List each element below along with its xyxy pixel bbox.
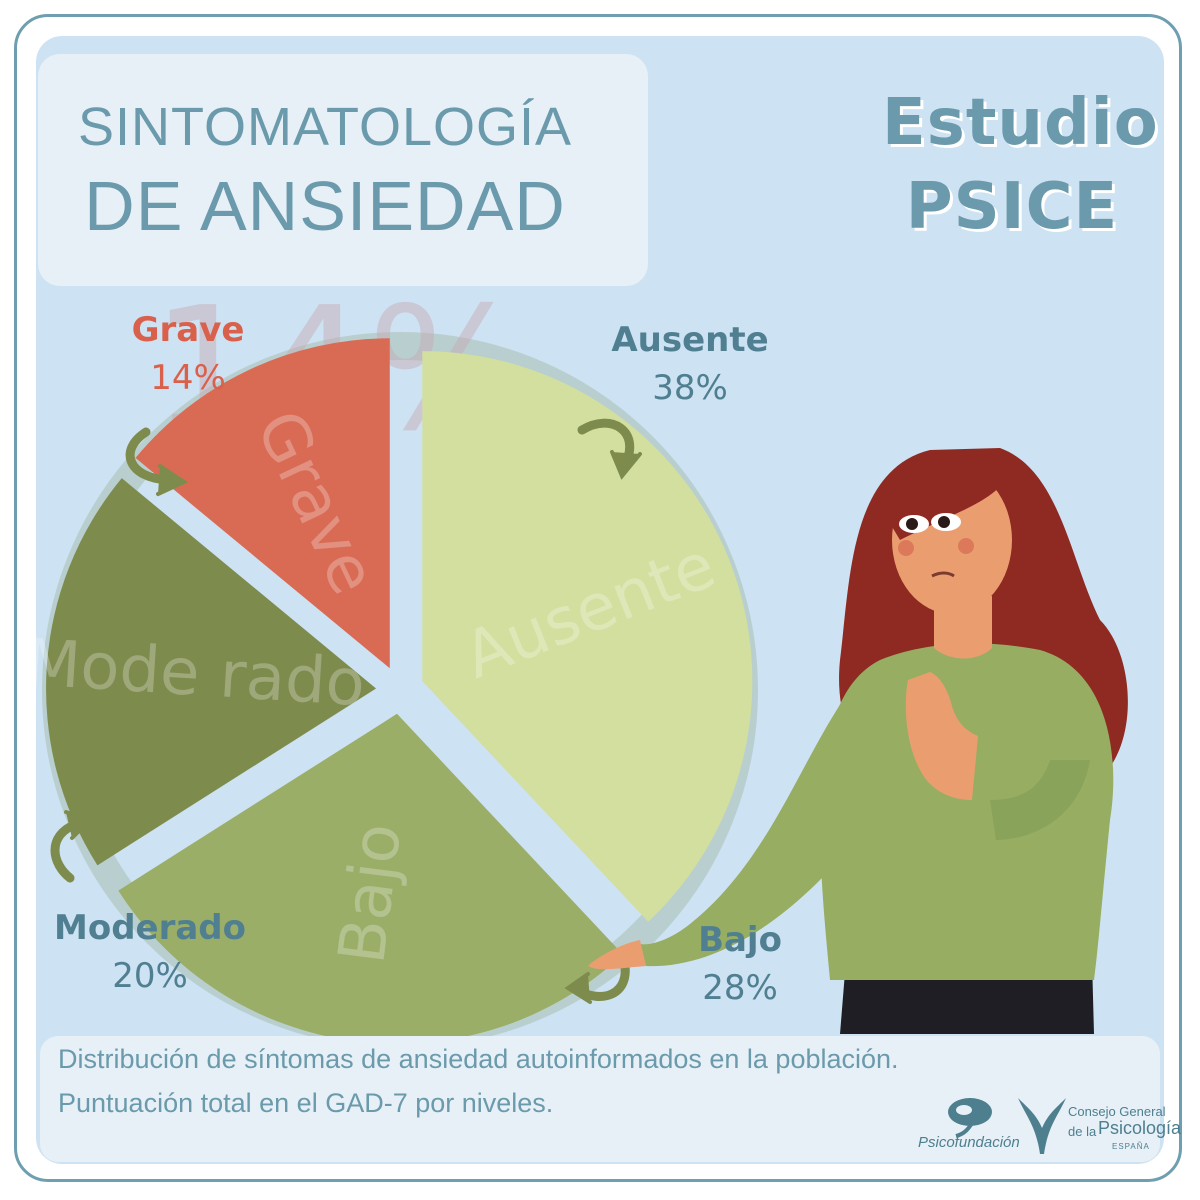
arrow-icon-grave (125, 427, 189, 496)
label-ausente-name: Ausente (611, 320, 769, 360)
label-ausente-value: 38% (652, 368, 728, 408)
pie-slice-ausente (422, 351, 753, 922)
title-box (38, 54, 648, 286)
label-grave: Grave 14% (108, 306, 268, 402)
label-bajo: Bajo 28% (680, 916, 800, 1012)
title-line-1: SINTOMATOLOGÍA (77, 97, 573, 157)
label-moderado: Moderado 20% (30, 904, 270, 1000)
arrow-icon-ausente (577, 418, 642, 480)
label-grave-value: 14% (150, 358, 226, 398)
arrow-icon-moderado (50, 810, 94, 883)
label-bajo-name: Bajo (698, 920, 782, 960)
study-label-line-1: Estudio (882, 86, 1159, 160)
woman-illustration (588, 448, 1128, 1034)
consejo-logo-icon (1018, 1098, 1066, 1154)
psicofundacion-logo (948, 1098, 992, 1138)
consejo-line-2-prefix: de la (1068, 1124, 1097, 1139)
label-moderado-value: 20% (112, 956, 188, 996)
label-bajo-value: 28% (702, 968, 778, 1008)
label-ausente: Ausente 38% (600, 316, 780, 412)
arrow-icon-bajo (564, 955, 630, 1004)
caption-line-2: Puntuación total en el GAD-7 por niveles… (58, 1088, 554, 1118)
slice-watermark-bajo: Bajo (325, 819, 416, 967)
label-moderado-name: Moderado (54, 908, 246, 948)
psicofundacion-name: Psicofundación (918, 1134, 1020, 1151)
pie-slice-moderado (46, 478, 377, 866)
label-grave-name: Grave (131, 310, 245, 350)
consejo-line-1: Consejo General (1068, 1104, 1166, 1119)
pie-slice-grave (135, 338, 390, 669)
pie-slice-bajo (118, 713, 623, 1044)
consejo-line-2-main: Psicología (1098, 1118, 1182, 1138)
title-line-2: DE ANSIEDAD (84, 167, 566, 245)
consejo-line-3: ESPAÑA (1112, 1142, 1150, 1151)
study-label-line-2: PSICE (905, 170, 1119, 244)
caption-line-1: Distribución de síntomas de ansiedad aut… (58, 1044, 899, 1074)
